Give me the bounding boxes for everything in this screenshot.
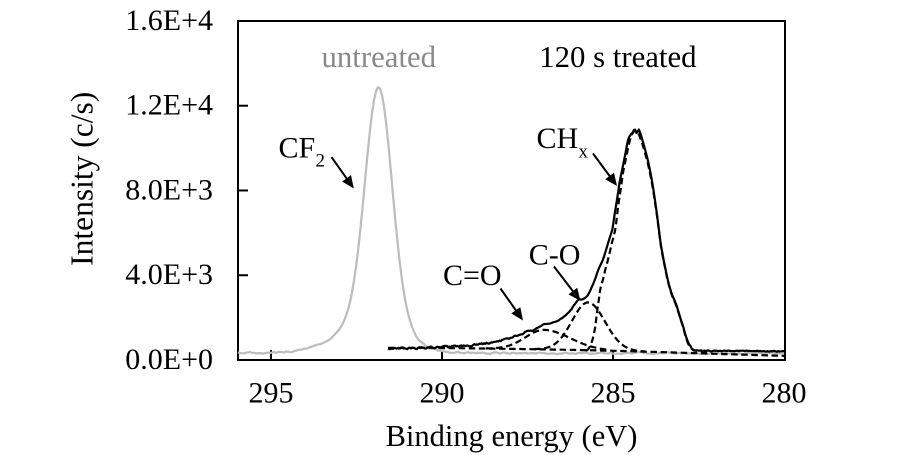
svg-text:4.0E+3: 4.0E+3 [125, 258, 213, 291]
svg-text:1.6E+4: 1.6E+4 [125, 4, 213, 37]
svg-text:0.0E+0: 0.0E+0 [125, 343, 213, 376]
svg-text:Intensity (c/s): Intensity (c/s) [65, 92, 100, 266]
svg-text:untreated: untreated [322, 40, 437, 74]
svg-text:x: x [579, 142, 589, 163]
svg-text:285: 285 [591, 377, 636, 410]
svg-text:120 s treated: 120 s treated [539, 40, 697, 74]
svg-text:2: 2 [316, 151, 326, 172]
svg-text:8.0E+3: 8.0E+3 [125, 173, 213, 206]
svg-text:C=O: C=O [443, 259, 502, 292]
svg-text:1.2E+4: 1.2E+4 [125, 89, 213, 122]
svg-text:CF: CF [279, 131, 316, 164]
svg-text:Binding energy (eV): Binding energy (eV) [386, 419, 638, 453]
svg-text:280: 280 [762, 377, 807, 410]
svg-text:CH: CH [537, 122, 579, 155]
svg-text:C-O: C-O [529, 239, 581, 272]
svg-text:290: 290 [420, 377, 465, 410]
svg-text:295: 295 [249, 377, 294, 410]
